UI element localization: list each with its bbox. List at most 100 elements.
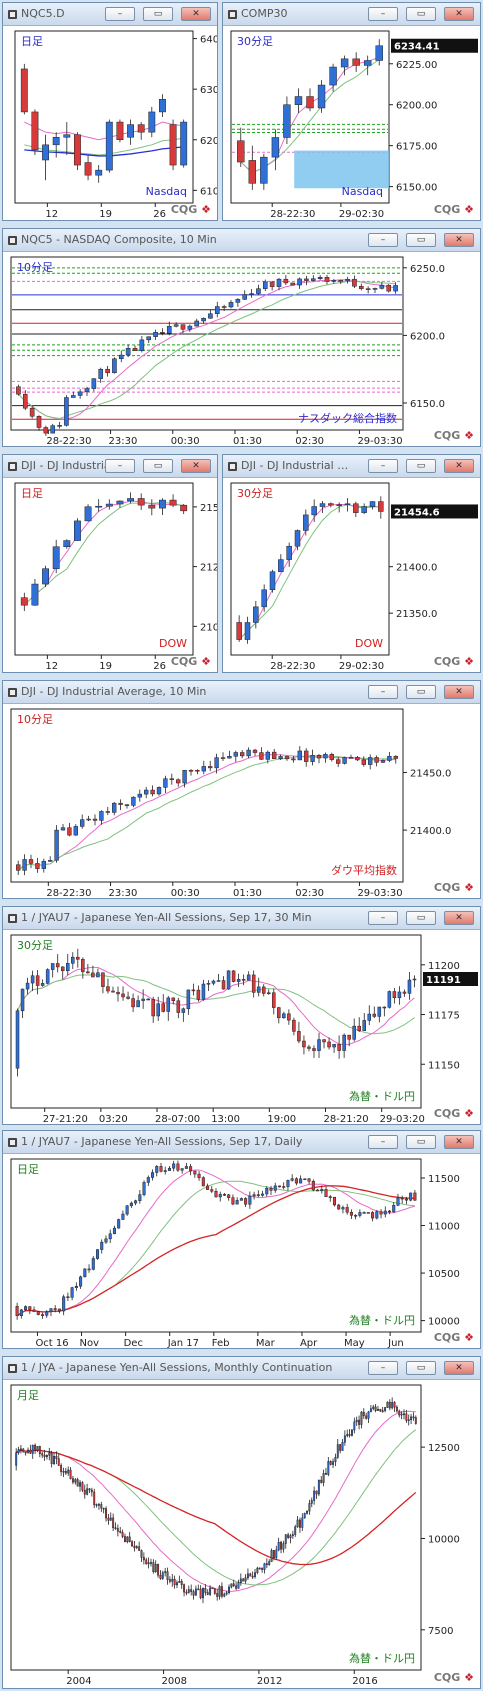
chart-window-w3[interactable]: NQC5 - NASDAQ Composite, 10 Min – ▭ ✕ CQG ❖ 6… bbox=[2, 228, 481, 447]
candle-body bbox=[388, 1401, 391, 1409]
close-button[interactable]: ✕ bbox=[444, 911, 474, 925]
candle-body bbox=[208, 313, 213, 319]
chart-window-w8[interactable]: 1 / JYAU7 - Japanese Yen-All Sessions, S… bbox=[2, 1130, 481, 1349]
window-icon[interactable] bbox=[8, 914, 17, 923]
candle-body bbox=[407, 1419, 410, 1421]
window-icon[interactable] bbox=[8, 462, 17, 471]
maximize-button[interactable]: ▭ bbox=[406, 459, 436, 473]
close-button[interactable]: ✕ bbox=[444, 1135, 474, 1149]
y-tick-label: 6100.0 bbox=[200, 186, 218, 197]
chart-plot[interactable]: 11200 11175 11150 11191 27-21:20 03:20 28-07:0… bbox=[3, 907, 481, 1125]
minimize-button[interactable]: – bbox=[368, 459, 398, 473]
close-button[interactable]: ✕ bbox=[181, 459, 211, 473]
title-bar[interactable]: DJI - DJ Industrial …–▭✕ bbox=[3, 455, 217, 478]
candle-body bbox=[338, 280, 344, 282]
chart-plot[interactable]: 21400.0 21350.0 21454.6 28-22:30 29-02:30 30分… bbox=[223, 455, 481, 673]
candle-body bbox=[284, 756, 290, 760]
candle-body bbox=[199, 1588, 202, 1599]
close-button[interactable]: ✕ bbox=[444, 459, 474, 473]
chart-plot[interactable]: 6225.00 6200.00 6175.00 6150.00 6234.41 28-22… bbox=[223, 3, 481, 221]
chart-plot[interactable]: 21500.0 21250.0 21000.0 12 19 26 日足 DOW bbox=[3, 455, 218, 673]
maximize-button[interactable]: ▭ bbox=[143, 7, 173, 21]
minimize-button[interactable]: – bbox=[368, 685, 398, 699]
chart-window-w7[interactable]: 1 / JYAU7 - Japanese Yen-All Sessions, S… bbox=[2, 906, 481, 1125]
title-bar[interactable]: DJI - DJ Industrial …–▭✕ bbox=[223, 455, 480, 478]
title-bar[interactable]: NQC5.D – ▭ ✕ bbox=[3, 3, 217, 26]
plot-frame bbox=[10, 1384, 422, 1671]
candle-body bbox=[363, 60, 372, 66]
candle-body bbox=[381, 1410, 384, 1412]
candle-body bbox=[187, 1589, 190, 1593]
window-icon[interactable] bbox=[8, 236, 17, 245]
candle-body bbox=[308, 1503, 311, 1512]
close-button[interactable]: ✕ bbox=[444, 685, 474, 699]
chart-window-w4[interactable]: DJI - DJ Industrial …–▭ ✕ CQG ❖ 21500.0 2125… bbox=[2, 454, 218, 673]
moving-average-line bbox=[24, 121, 184, 141]
candle-body bbox=[337, 1204, 341, 1210]
close-button[interactable]: ✕ bbox=[444, 1361, 474, 1375]
window-icon[interactable] bbox=[8, 1364, 17, 1373]
maximize-button[interactable]: ▭ bbox=[143, 459, 173, 473]
chart-window-w6[interactable]: DJI - DJ Industrial Average, 10 Min – ▭ ✕ CQ… bbox=[2, 680, 481, 899]
candle-body bbox=[328, 1196, 332, 1198]
candle-body bbox=[261, 1567, 264, 1570]
candle-body bbox=[362, 1212, 366, 1214]
title-bar[interactable]: 1 / JYA - Japanese Yen-All Sessions, Mon… bbox=[3, 1357, 480, 1380]
minimize-button[interactable]: – bbox=[105, 7, 135, 21]
candle-body bbox=[383, 1210, 387, 1215]
window-icon[interactable] bbox=[8, 688, 17, 697]
candle-body bbox=[57, 1458, 60, 1466]
candle-body bbox=[116, 121, 124, 141]
maximize-button[interactable]: ▭ bbox=[406, 233, 436, 247]
title-bar[interactable]: 1 / JYAU7 - Japanese Yen-All Sessions, S… bbox=[3, 1131, 480, 1154]
candle-body bbox=[28, 1306, 32, 1311]
minimize-button[interactable]: – bbox=[368, 1135, 398, 1149]
close-button[interactable]: ✕ bbox=[444, 233, 474, 247]
minimize-button[interactable]: – bbox=[368, 1361, 398, 1375]
maximize-button[interactable]: ▭ bbox=[406, 911, 436, 925]
instrument-label: 為替・ドル円 bbox=[349, 1651, 415, 1665]
window-icon[interactable] bbox=[8, 1138, 17, 1147]
maximize-button[interactable]: ▭ bbox=[406, 685, 436, 699]
candle-body bbox=[19, 1309, 23, 1316]
maximize-button[interactable]: ▭ bbox=[406, 1135, 436, 1149]
title-bar[interactable]: COMP30 – ▭ ✕ bbox=[223, 3, 480, 26]
candle-body bbox=[307, 1046, 311, 1049]
close-button[interactable]: ✕ bbox=[181, 7, 211, 21]
candle-body bbox=[127, 124, 134, 138]
x-tick-label: 28-22:30 bbox=[270, 209, 315, 220]
candle-body bbox=[40, 983, 45, 986]
moving-average-line bbox=[18, 280, 396, 420]
candle-body bbox=[138, 1194, 142, 1201]
candle-body bbox=[365, 1415, 368, 1419]
candle-body bbox=[240, 752, 245, 757]
chart-window-w9[interactable]: 1 / JYA - Japanese Yen-All Sessions, Mon… bbox=[2, 1356, 481, 1689]
maximize-button[interactable]: ▭ bbox=[406, 1361, 436, 1375]
candle-body bbox=[260, 156, 268, 184]
minimize-button[interactable]: – bbox=[105, 459, 135, 473]
chart-window-w2[interactable]: COMP30 – ▭ ✕ CQG ❖ 6225.00 6200.00 6175.00 6150.… bbox=[222, 2, 481, 221]
close-button[interactable]: ✕ bbox=[444, 7, 474, 21]
chart-plot[interactable]: 6400.0 6300.0 6200.0 6100.0 12 19 26 日足 Nasdaq bbox=[3, 3, 218, 221]
chart-window-w1[interactable]: NQC5.D –▭ ✕ CQG ❖ 6400.0 6300.0 6200.0 6100.0 12… bbox=[2, 2, 218, 221]
title-bar[interactable]: NQC5 - NASDAQ Composite, 10 Min – ▭ ✕ bbox=[3, 229, 480, 252]
chart-plot[interactable]: 6250.0 6200.0 6150.0 28-22:30 23:30 00:30 01:3… bbox=[3, 229, 481, 447]
candle-body bbox=[66, 1296, 70, 1299]
window-icon[interactable] bbox=[228, 10, 237, 19]
candle-body bbox=[235, 299, 241, 303]
window-icon[interactable] bbox=[8, 10, 17, 19]
chart-window-w5[interactable]: DJI - DJ Industrial … – ▭ ✕ CQG ❖ 21400.0 2135… bbox=[222, 454, 481, 673]
chart-plot[interactable]: 11500 11000 10500 10000 Oct 16 Nov Dec Jan 17 Fe… bbox=[3, 1131, 481, 1349]
window-icon[interactable] bbox=[228, 462, 237, 471]
title-bar[interactable]: DJI - DJ Industrial Average, 10 Min – ▭ ✕ bbox=[3, 681, 480, 704]
instrument-label: ナスダック総合指数 bbox=[298, 411, 397, 425]
title-bar[interactable]: 1 / JYAU7 - Japanese Yen-All Sessions, S… bbox=[3, 907, 480, 930]
minimize-button[interactable]: – bbox=[368, 233, 398, 247]
minimize-button[interactable]: – bbox=[368, 7, 398, 21]
candle-body bbox=[332, 1196, 337, 1206]
maximize-button[interactable]: ▭ bbox=[406, 7, 436, 21]
chart-plot[interactable]: 21450.0 21400.0 28-22:30 23:30 00:30 01:30 02:… bbox=[3, 681, 481, 899]
minimize-button[interactable]: – bbox=[368, 911, 398, 925]
x-tick-label: 2012 bbox=[257, 1676, 282, 1687]
